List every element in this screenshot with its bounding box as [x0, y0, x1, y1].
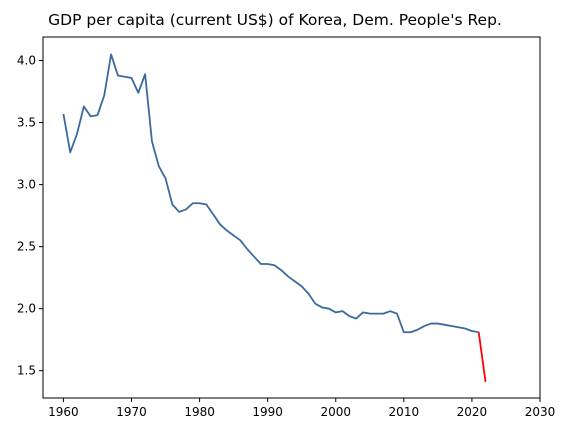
- y-tick-label: 3.0: [17, 178, 36, 192]
- chart-title: GDP per capita (current US$) of Korea, D…: [48, 11, 502, 29]
- y-tick-label: 3.5: [17, 116, 36, 130]
- y-tick-label: 4.0: [17, 54, 36, 68]
- x-tick-label: 2030: [525, 405, 556, 419]
- y-tick-label: 1.5: [17, 364, 36, 378]
- x-tick-label: 2000: [320, 405, 351, 419]
- x-tick-label: 2020: [457, 405, 488, 419]
- y-tick-label: 2.0: [17, 302, 36, 316]
- series-line-gdp: [62, 53, 479, 334]
- x-tick-label: 1990: [252, 405, 283, 419]
- plot-frame: [42, 36, 541, 399]
- series-line-projection: [477, 332, 487, 382]
- y-tick-label: 2.5: [17, 240, 36, 254]
- x-tick-label: 1960: [48, 405, 79, 419]
- x-axis-ticks: 1960 1970 1980 1990 2000 2010 2020 2030: [48, 398, 555, 419]
- x-tick-label: 2010: [389, 405, 420, 419]
- y-axis-ticks: 1.5 2.0 2.5 3.0 3.5 4.0: [17, 54, 43, 378]
- x-tick-label: 1970: [116, 405, 147, 419]
- series-layer: [62, 53, 487, 382]
- x-tick-label: 1980: [184, 405, 215, 419]
